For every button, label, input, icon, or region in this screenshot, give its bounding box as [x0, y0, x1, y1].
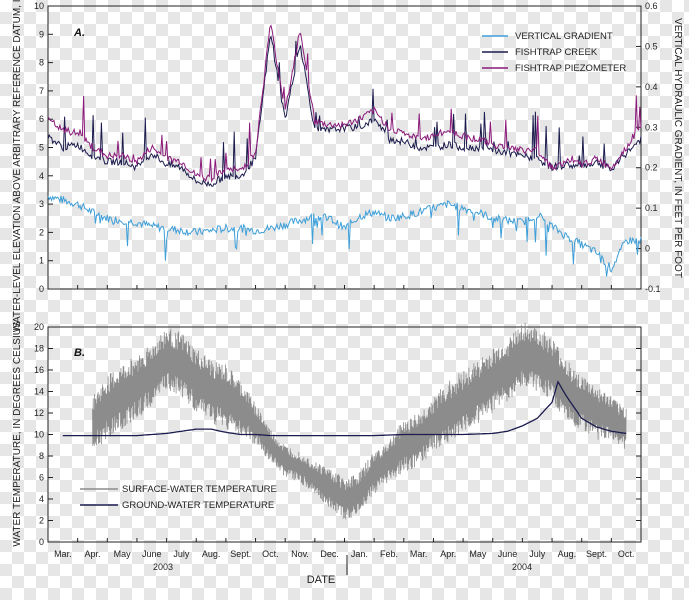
- legend-fishtrap-creek-label: FISHTRAP CREEK: [515, 47, 598, 58]
- panel-a-right-tick-label: 0.1: [645, 203, 658, 213]
- panel-b-tick-label: 6: [39, 473, 44, 483]
- month-label: July: [173, 549, 190, 559]
- panel-b-ticks: 0 2 4 6 8 10 12 14 16 18 20: [34, 322, 642, 547]
- month-label: Mar.: [54, 549, 72, 559]
- month-label: Apr.: [440, 549, 456, 559]
- month-label: Sept.: [586, 549, 607, 559]
- legend-vertical-gradient-label: VERTICAL GRADIENT: [515, 31, 613, 42]
- fishtrap-creek-line: [47, 35, 642, 188]
- panel-a-left-tick-label: 10: [34, 1, 44, 11]
- fishtrap-piezometer-line: [47, 24, 642, 184]
- legend-surface-water-label: SURFACE-WATER TEMPERATURE: [122, 484, 277, 495]
- month-label: May: [114, 549, 132, 559]
- panel-b-tick-label: 2: [39, 516, 44, 526]
- month-label: June: [142, 549, 162, 559]
- x-axis-title: DATE: [307, 574, 336, 586]
- month-label: Oct.: [262, 549, 279, 559]
- panel-a-lines: [47, 24, 642, 277]
- panel-a-left-tick-label: 4: [39, 171, 44, 181]
- panel-a-ylabel: WATER-LEVEL ELEVATION ABOVE ARBITRARY RE…: [12, 0, 23, 332]
- month-label: Apr.: [84, 549, 100, 559]
- panel-a-right-tick-label: 0.6: [645, 1, 658, 11]
- month-label: Dec.: [320, 549, 339, 559]
- panel-b-tick-label: 18: [34, 344, 44, 354]
- vertical-gradient-line: [47, 195, 642, 277]
- month-label: Feb.: [380, 549, 398, 559]
- panel-a-left-tick-label: 8: [39, 58, 44, 68]
- panel-a-right-tick-label: 0.4: [645, 82, 658, 92]
- panel-b-label: B.: [74, 347, 85, 359]
- panel-b-tick-label: 8: [39, 451, 44, 461]
- month-label: Mar.: [410, 549, 428, 559]
- panel-b-tick-label: 0: [39, 537, 44, 547]
- month-label: Aug.: [202, 549, 221, 559]
- panel-a-left-tick-label: 7: [39, 86, 44, 96]
- legend-fishtrap-piezometer-label: FISHTRAP PIEZOMETER: [515, 63, 626, 74]
- panel-a-right-tick-label: 0: [645, 244, 650, 254]
- panel-b-tick-label: 16: [34, 365, 44, 375]
- month-label: Sept.: [230, 549, 251, 559]
- month-label: June: [498, 549, 518, 559]
- panel-a-right-tick-label: 0.5: [645, 41, 658, 51]
- month-label: Oct.: [618, 549, 635, 559]
- panel-a-right-tick-label: 0.3: [645, 122, 658, 132]
- month-label: Aug.: [558, 549, 577, 559]
- panel-a-left-tick-label: 6: [39, 114, 44, 124]
- panel-b-tick-label: 14: [34, 387, 44, 397]
- panel-a-right-tick-label: 0.2: [645, 163, 658, 173]
- panel-a-left-tick-label: 5: [39, 143, 44, 153]
- panel-a-ticks: 0 1 2 3 4 5 6 7 8 9 10 -0.1 0 0.1 0.2 0.3 0.4 0.5 0.6: [34, 1, 661, 294]
- legend-ground-water-label: GROUND-WATER TEMPERATURE: [122, 500, 274, 511]
- month-label: Nov.: [291, 549, 309, 559]
- month-labels: Mar. Apr. May June July Aug. Sept. Oct. Nov. Dec.…: [54, 549, 634, 559]
- year-label-2003: 2003: [153, 562, 173, 572]
- panel-a-left-tick-label: 2: [39, 227, 44, 237]
- panel-a-left-tick-label: 3: [39, 199, 44, 209]
- panel-b-tick-label: 4: [39, 494, 44, 504]
- month-label: Jan.: [351, 549, 368, 559]
- panel-b-ylabel: WATER TEMPERATURE, IN DEGREES CELSIUS: [12, 321, 23, 547]
- panel-b-legend: SURFACE-WATER TEMPERATURE GROUND-WATER T…: [80, 484, 277, 511]
- panel-a-legend: VERTICAL GRADIENT FISHTRAP CREEK FISHTRA…: [482, 31, 626, 74]
- panel-a-label: A.: [73, 27, 85, 39]
- year-label-2004: 2004: [512, 562, 532, 572]
- panel-a-left-tick-label: 9: [39, 29, 44, 39]
- month-label: May: [469, 549, 487, 559]
- panel-b-tick-label: 12: [34, 408, 44, 418]
- panel-a-left-tick-label: 0: [39, 284, 44, 294]
- month-label: July: [529, 549, 546, 559]
- panel-a-y2label: VERTICAL HYDRAULIC GRADIENT, IN FEET PER…: [672, 18, 683, 278]
- ground-water-temperature-line: [62, 380, 627, 437]
- surface-water-temperature-line: [92, 322, 627, 520]
- panel-b-lines: [62, 322, 627, 520]
- panel-b-tick-label: 10: [34, 430, 44, 440]
- panel-a-right-tick-label: -0.1: [645, 284, 661, 294]
- panel-a-left-tick-label: 1: [39, 256, 44, 266]
- panel-b-tick-label: 20: [34, 322, 44, 332]
